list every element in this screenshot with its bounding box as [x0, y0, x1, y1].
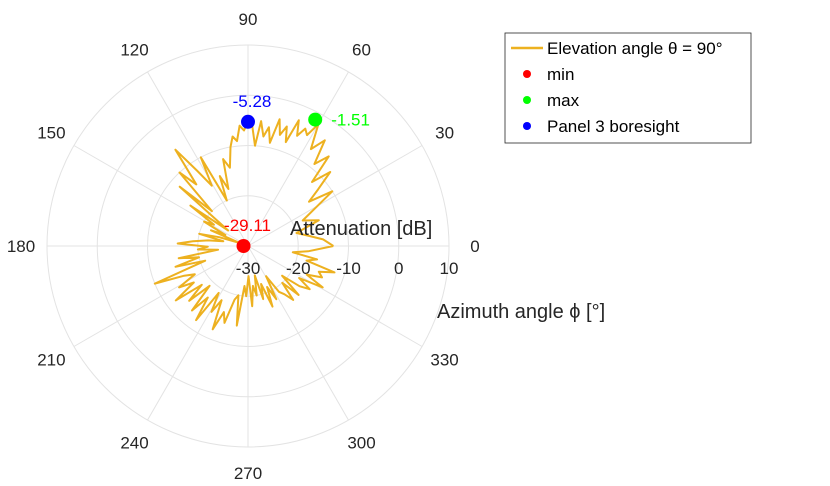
legend-box [504, 32, 752, 144]
annotation-label-max: -1.51 [331, 111, 370, 130]
grid-spoke-300 [247, 245, 349, 421]
theta-tick-label: 180 [7, 237, 35, 256]
grid-spoke-330 [247, 245, 423, 347]
theta-tick-label: 30 [435, 124, 454, 143]
legend-marker-swatch [523, 70, 531, 78]
r-tick-label: -10 [336, 259, 361, 278]
theta-tick-label: 300 [347, 434, 375, 453]
radial-tick-labels: -30 -20 -10 0 10 [236, 259, 459, 278]
polar-grid [46, 44, 450, 448]
grid-spoke-60 [247, 71, 349, 247]
r-tick-label: -20 [286, 259, 311, 278]
grid-spoke-150 [73, 145, 249, 247]
annotation-label-min: -29.11 [224, 216, 271, 235]
r-tick-label: 0 [394, 259, 403, 278]
legend: Elevation angle θ = 90° min max Panel 3 bor… [504, 32, 752, 144]
legend-entry-label: Elevation angle θ = 90° [547, 39, 723, 58]
legend-marker-swatch [523, 96, 531, 104]
marker-panel-3-boresight [241, 114, 255, 129]
grid-spoke-120 [147, 71, 249, 247]
radial-axis-label: Attenuation [dB] [290, 218, 432, 240]
marker-min [236, 239, 251, 253]
azimuth-axis-label: Azimuth angle ϕ [°] [437, 301, 605, 323]
series-layer [153, 118, 336, 331]
grid-spoke-240 [147, 245, 249, 421]
theta-tick-label: 0 [470, 237, 479, 256]
grid-spoke-210 [73, 245, 249, 347]
theta-tick-label: 330 [430, 351, 458, 370]
grid-spoke-30 [247, 145, 423, 247]
theta-tick-label: 240 [120, 434, 148, 453]
theta-tick-label: 120 [120, 40, 148, 59]
marker-max [308, 112, 323, 127]
theta-tick-labels: 0 30 60 90 120 150 180 210 240 270 300 330 [7, 10, 480, 483]
legend-entry-label: max [547, 91, 580, 110]
annotation-label-panel-3-boresight: -5.28 [233, 92, 272, 111]
r-tick-label: 10 [440, 259, 459, 278]
legend-marker-swatch [523, 122, 531, 130]
theta-tick-label: 270 [234, 464, 262, 483]
legend-entry-label: min [547, 65, 574, 84]
legend-entry-label: Panel 3 boresight [547, 117, 680, 136]
theta-tick-label: 60 [352, 40, 371, 59]
annotation-markers: -29.11 -1.51 -5.28 [224, 92, 370, 253]
r-tick-label: -30 [236, 259, 261, 278]
theta-tick-label: 210 [37, 351, 65, 370]
theta-tick-label: 90 [239, 10, 258, 29]
series-line-0 [153, 118, 336, 331]
theta-tick-label: 150 [37, 124, 65, 143]
